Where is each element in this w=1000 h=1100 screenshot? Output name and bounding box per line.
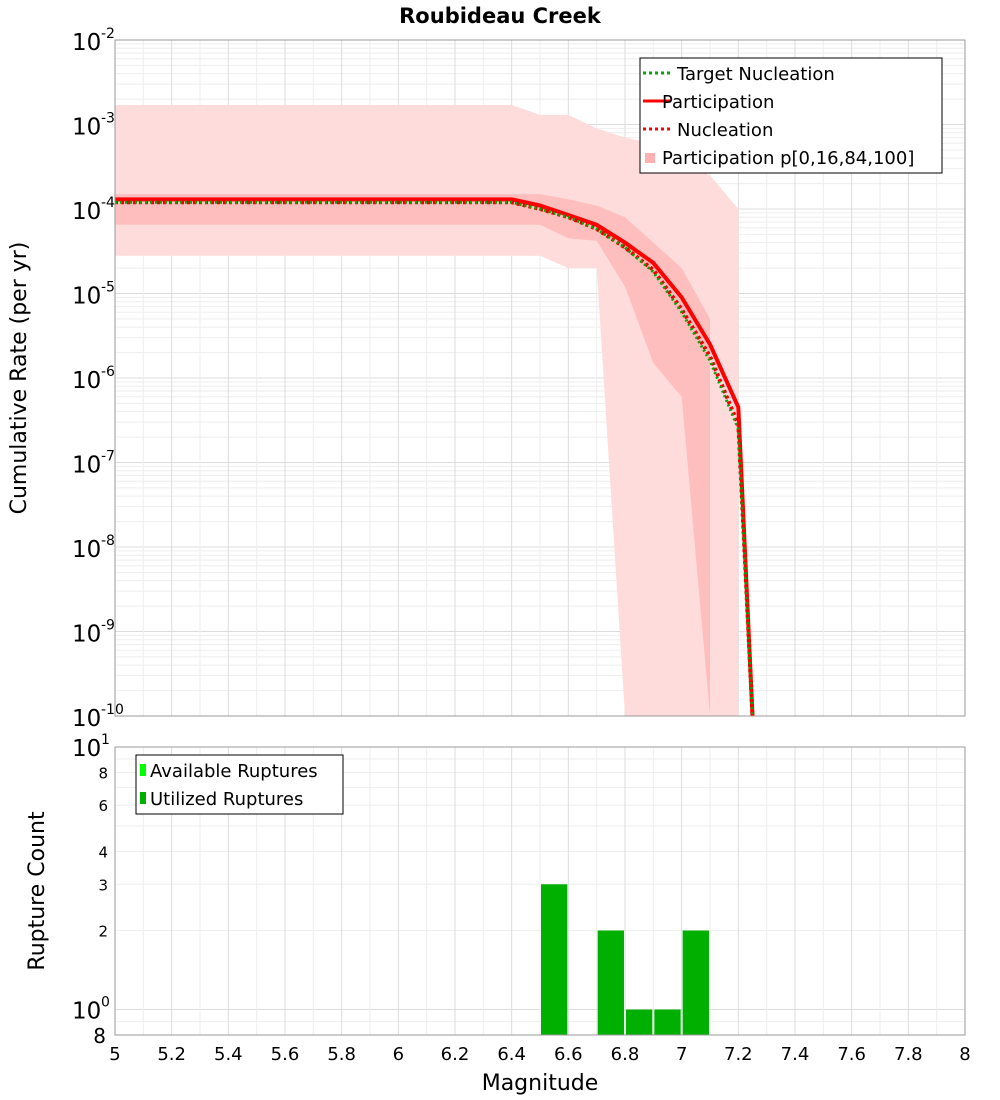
top-y-tick-exponent: -6 bbox=[101, 364, 115, 380]
x-tick-label: 5.6 bbox=[271, 1044, 300, 1065]
bottom-y-tick-label: 3 bbox=[98, 876, 108, 894]
top-y-tick-exponent: -7 bbox=[101, 449, 115, 465]
top-y-tick-exponent: -10 bbox=[101, 702, 124, 718]
legend-entry-label: Nucleation bbox=[677, 120, 773, 141]
series-line-participation bbox=[115, 197, 755, 717]
top-lines bbox=[115, 197, 755, 717]
top-y-tick-exponent: -5 bbox=[101, 280, 115, 296]
bottom-y-tick-label: 6 bbox=[98, 797, 108, 815]
bottom-plot-frame bbox=[114, 746, 966, 1036]
bottom-y-major-label: 10 bbox=[72, 999, 101, 1025]
x-tick-label: 7.4 bbox=[781, 1044, 810, 1065]
x-tick-label: 6 bbox=[393, 1044, 404, 1065]
x-axis-label: Magnitude bbox=[482, 1071, 599, 1096]
bottom-y-major-exponent: 1 bbox=[101, 732, 110, 748]
x-tick-label: 5.2 bbox=[157, 1044, 186, 1065]
band-p16-p84 bbox=[115, 194, 710, 716]
top-y-tick-label: 10 bbox=[72, 453, 101, 479]
top-y-tick-exponent: -8 bbox=[101, 533, 115, 549]
top-y-tick-label: 10 bbox=[72, 368, 101, 394]
legend-entry-label: Utilized Ruptures bbox=[150, 789, 303, 810]
x-tick-label: 5.8 bbox=[327, 1044, 356, 1065]
bar-utilized bbox=[682, 930, 709, 1035]
legend-entry-label: Participation bbox=[662, 92, 774, 113]
x-tick-label: 8 bbox=[959, 1044, 970, 1065]
top-y-tick-exponent: -2 bbox=[101, 26, 115, 42]
top-legend: Target Nucleation Participation Nucleation… bbox=[639, 57, 943, 174]
x-tick-label: 6.6 bbox=[554, 1044, 583, 1065]
bottom-y-tick-label: 8 bbox=[98, 764, 108, 782]
bottom-y-tick-label: 4 bbox=[98, 843, 108, 861]
legend-entry-label: Available Ruptures bbox=[150, 761, 318, 782]
legend-swatch-fill bbox=[645, 153, 655, 163]
top-legend-box bbox=[639, 57, 943, 174]
series-line-target-nucleation bbox=[115, 200, 754, 717]
bottom-y-axis-label: Rupture Count bbox=[25, 811, 50, 971]
bottom-bars bbox=[541, 884, 709, 1035]
top-bands bbox=[115, 105, 739, 716]
bottom-legend: Available Ruptures Utilized Ruptures bbox=[135, 754, 344, 815]
top-y-tick-label: 10 bbox=[72, 199, 101, 225]
top-y-tick-label: 10 bbox=[72, 706, 101, 732]
x-tick-label: 7.2 bbox=[724, 1044, 753, 1065]
top-plot-frame bbox=[114, 39, 966, 717]
top-y-tick-label: 10 bbox=[72, 622, 101, 648]
bottom-y-major-exponent: 0 bbox=[101, 995, 110, 1011]
x-tick-label: 7.8 bbox=[894, 1044, 923, 1065]
bottom-y-major-label: 10 bbox=[72, 736, 101, 762]
band-p0-p100 bbox=[115, 105, 739, 716]
top-y-ticks: 10-210-310-410-510-610-710-810-910-10 bbox=[72, 26, 124, 732]
x-tick-label: 6.2 bbox=[441, 1044, 470, 1065]
legend-entry-label: Target Nucleation bbox=[676, 64, 835, 85]
cumulative-rate-panel: 10-210-310-410-510-610-710-810-910-10 Cu… bbox=[7, 26, 966, 732]
x-tick-label: 6.4 bbox=[497, 1044, 526, 1065]
top-y-tick-label: 10 bbox=[72, 537, 101, 563]
legend-swatch-bar bbox=[140, 792, 146, 804]
top-y-tick-exponent: -4 bbox=[101, 195, 115, 211]
x-tick-label: 5.4 bbox=[214, 1044, 243, 1065]
top-y-tick-label: 10 bbox=[72, 284, 101, 310]
bar-utilized bbox=[654, 1009, 681, 1035]
top-y-tick-exponent: -3 bbox=[101, 111, 115, 127]
bottom-x-ticks: 5 5.2 5.4 5.6 5.8 6 6.2 6.4 6.6 6.8 7 7.2 7.4 7.6 7.8 8 bbox=[109, 1044, 970, 1065]
top-y-tick-exponent: -9 bbox=[101, 618, 115, 634]
top-y-tick-label: 10 bbox=[72, 115, 101, 141]
legend-entry-label: Participation p[0,16,84,100] bbox=[662, 148, 914, 169]
legend-swatch-bar bbox=[140, 764, 146, 776]
bottom-y-tick-label: 8 bbox=[93, 1024, 106, 1048]
bar-utilized bbox=[597, 930, 624, 1035]
bar-utilized bbox=[626, 1009, 653, 1035]
x-tick-label: 7 bbox=[676, 1044, 687, 1065]
top-y-tick-label: 10 bbox=[72, 30, 101, 56]
x-tick-label: 6.8 bbox=[611, 1044, 640, 1065]
chart-title: Roubideau Creek bbox=[399, 4, 602, 28]
bottom-legend-box bbox=[135, 754, 344, 815]
top-y-axis-label: Cumulative Rate (per yr) bbox=[7, 242, 32, 515]
bottom-y-tick-label: 2 bbox=[98, 923, 108, 941]
bar-utilized bbox=[541, 884, 568, 1035]
x-tick-label: 7.6 bbox=[837, 1044, 866, 1065]
x-tick-label: 5 bbox=[109, 1044, 120, 1065]
